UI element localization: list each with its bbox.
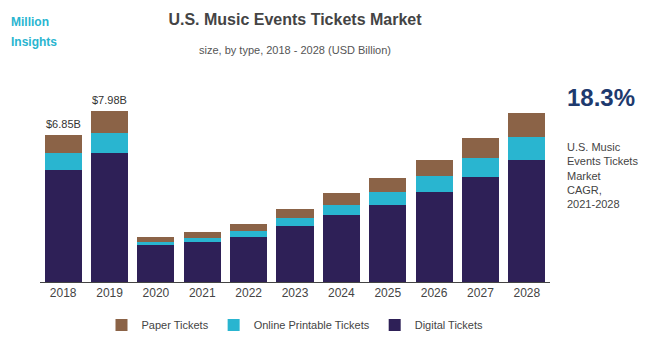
svg-text:2024: 2024 [328, 286, 355, 300]
svg-text:Online Printable Tickets: Online Printable Tickets [254, 319, 370, 331]
svg-text:Paper Tickets: Paper Tickets [142, 319, 209, 331]
svg-text:$6.85B: $6.85B [46, 118, 81, 130]
svg-text:18.3%: 18.3% [567, 84, 635, 111]
svg-text:2028: 2028 [513, 286, 540, 300]
svg-text:2026: 2026 [421, 286, 448, 300]
svg-text:size, by type, 2018 - 2028 (US: size, by type, 2018 - 2028 (USD Billion) [199, 44, 391, 56]
svg-text:U.S. Music Events Tickets Mark: U.S. Music Events Tickets Market [168, 11, 422, 28]
svg-text:2019: 2019 [96, 286, 123, 300]
svg-text:2021: 2021 [189, 286, 216, 300]
svg-text:2027: 2027 [467, 286, 494, 300]
svg-text:Insights: Insights [11, 35, 57, 49]
svg-text:2020: 2020 [143, 286, 170, 300]
svg-text:2022: 2022 [235, 286, 262, 300]
svg-text:Million: Million [11, 15, 49, 29]
svg-text:Digital Tickets: Digital Tickets [415, 319, 483, 331]
svg-text:2025: 2025 [374, 286, 401, 300]
svg-text:U.S. MusicEvents TicketsMarket: U.S. MusicEvents TicketsMarketCAGR,2021-… [567, 141, 638, 210]
svg-text:2023: 2023 [282, 286, 309, 300]
svg-text:$7.98B: $7.98B [92, 94, 127, 106]
svg-text:2018: 2018 [50, 286, 77, 300]
